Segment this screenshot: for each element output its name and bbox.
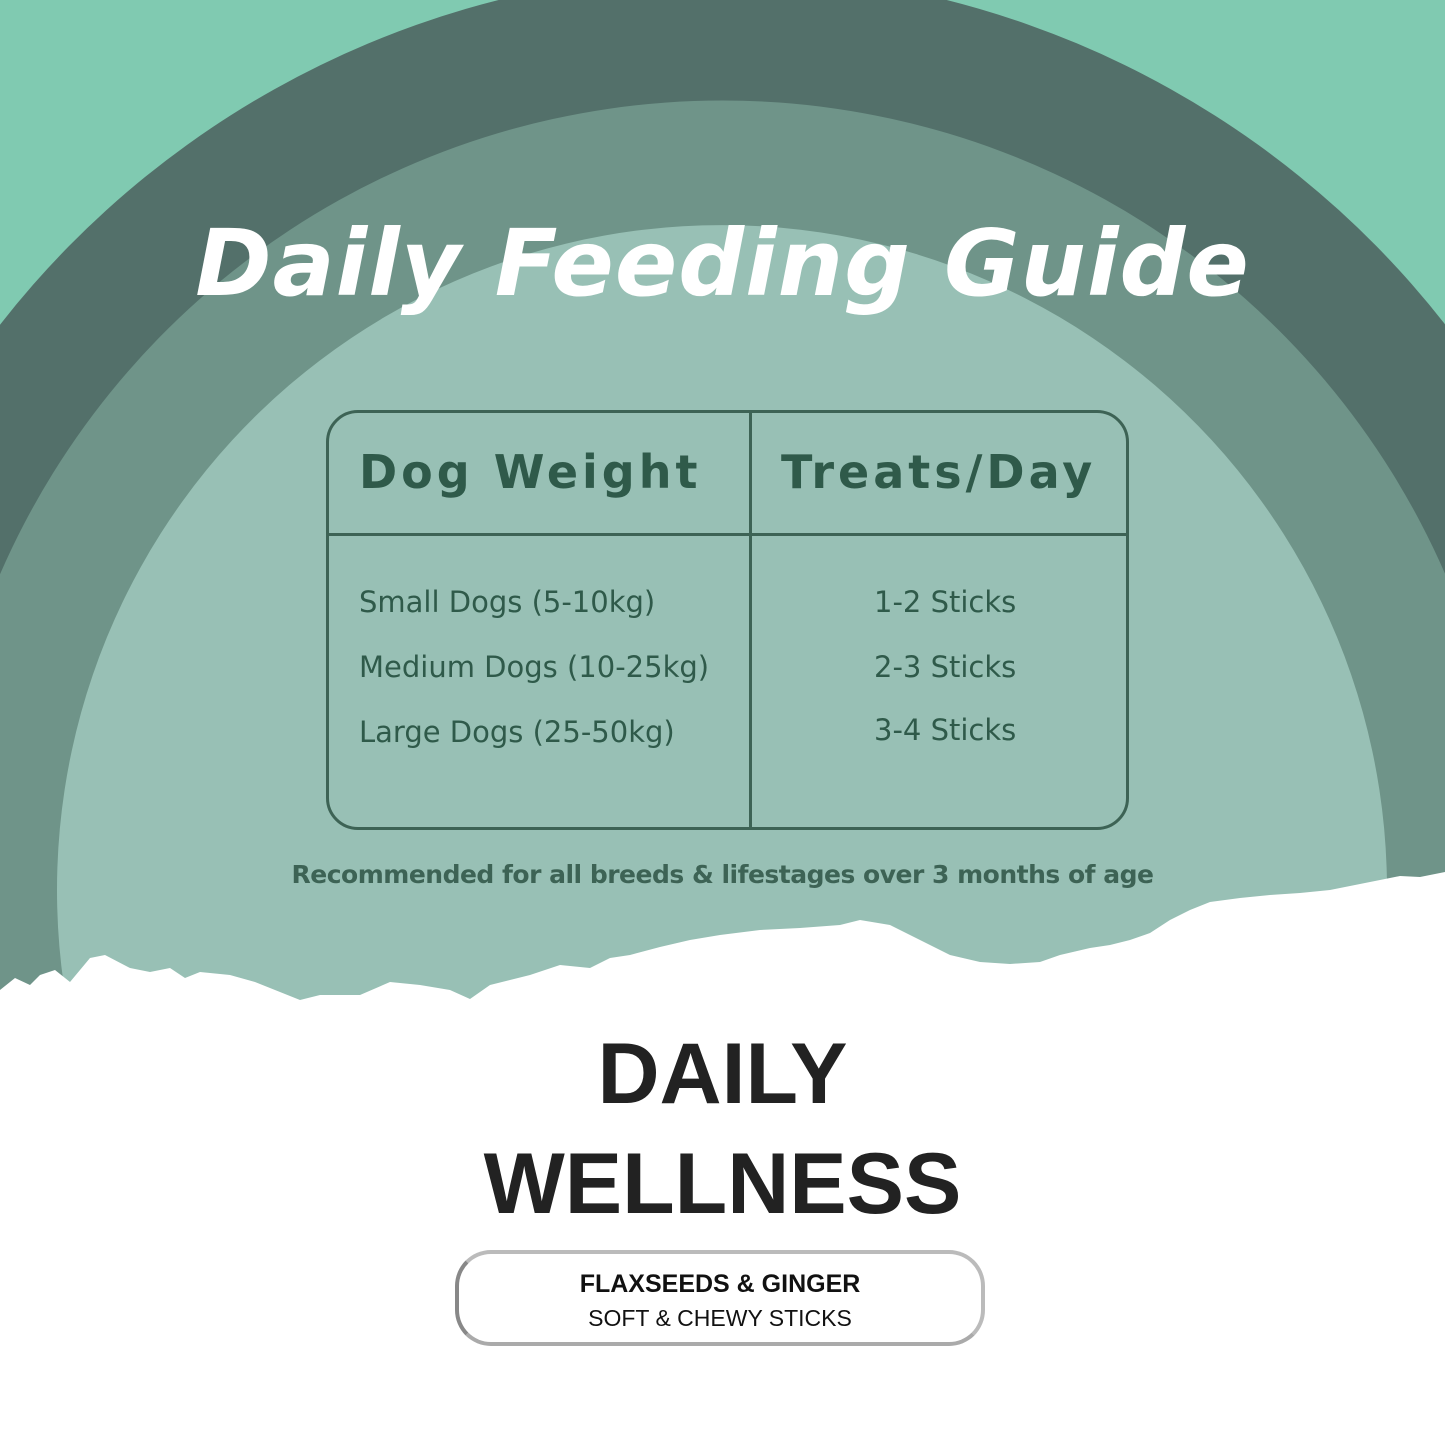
header-divider xyxy=(329,533,1126,536)
feeding-table: Dog Weight Treats/Day Small Dogs (5-10kg… xyxy=(326,410,1129,830)
brand-line-2: WELLNESS xyxy=(483,1136,962,1232)
treats-cell: 3-4 Sticks xyxy=(874,713,1017,747)
treats-cell: 2-3 Sticks xyxy=(874,650,1017,684)
header-dog-weight: Dog Weight xyxy=(359,445,702,499)
weight-cell: Medium Dogs (10-25kg) xyxy=(359,650,710,684)
recommendation-note: Recommended for all breeds & lifestages … xyxy=(291,860,1154,889)
brand-line-1: DAILY xyxy=(597,1026,848,1122)
badge-ingredients: FLAXSEEDS & GINGER xyxy=(579,1270,861,1298)
weight-cell: Large Dogs (25-50kg) xyxy=(359,715,675,749)
inner-arc xyxy=(56,225,1387,1100)
page-title: Daily Feeding Guide xyxy=(195,210,1250,317)
treats-cell: 1-2 Sticks xyxy=(874,585,1017,619)
product-badge: FLAXSEEDS & GINGER SOFT & CHEWY STICKS xyxy=(455,1250,985,1346)
torn-paper-edge xyxy=(0,872,1445,1445)
badge-description: SOFT & CHEWY STICKS xyxy=(588,1305,852,1331)
weight-cell: Small Dogs (5-10kg) xyxy=(359,585,656,619)
column-divider xyxy=(749,413,752,827)
header-treats-per-day: Treats/Day xyxy=(781,445,1097,499)
